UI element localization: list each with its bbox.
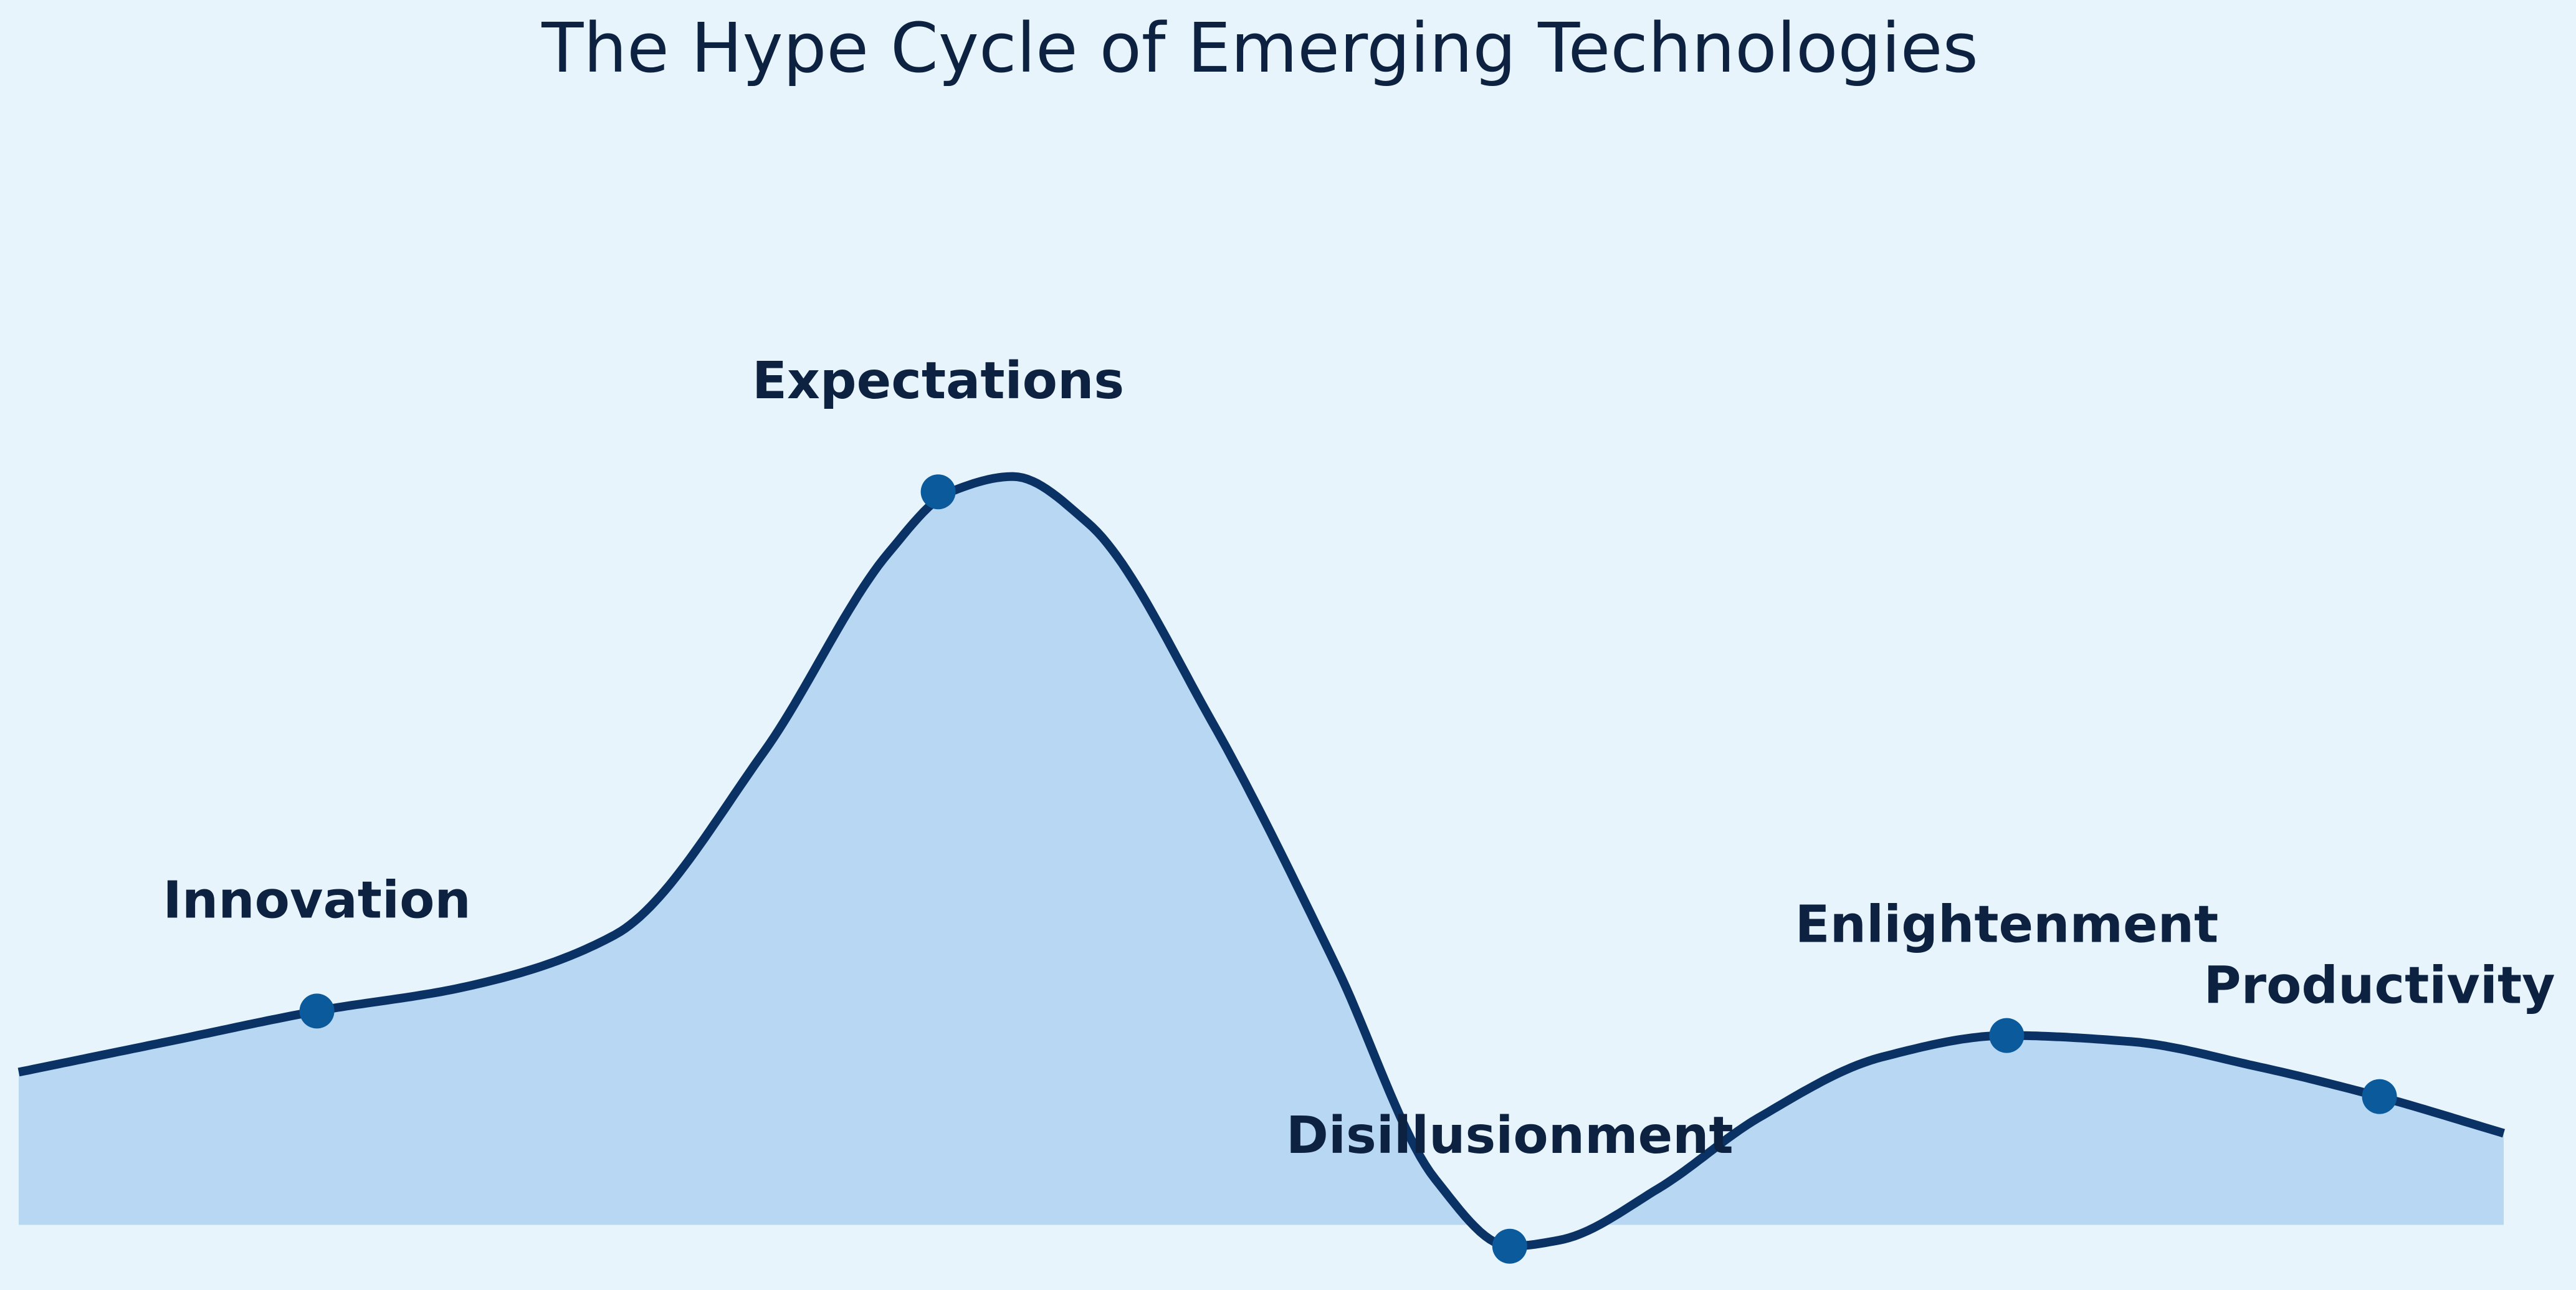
phase-label-enlightenment: Enlightenment	[1795, 896, 2219, 955]
phase-label-expectations: Expectations	[752, 351, 1124, 411]
phase-label-innovation: Innovation	[163, 871, 470, 930]
phase-point-enlightenment	[1989, 1018, 2025, 1053]
phase-label-disillusionment: Disillusionment	[1286, 1106, 1734, 1165]
hype-curve-line	[17, 472, 2506, 1251]
phase-point-innovation	[299, 993, 335, 1029]
phase-point-disillusionment	[1492, 1228, 1527, 1264]
phase-points: Innovation Expectations Disillusionment Enl…	[163, 351, 2555, 1264]
phase-point-expectations	[920, 474, 956, 510]
chart-title: The Hype Cycle of Emerging Technologies	[541, 8, 1978, 88]
phase-point-productivity	[2362, 1079, 2397, 1114]
area-fill	[19, 476, 2504, 1225]
phase-label-productivity: Productivity	[2204, 957, 2555, 1016]
